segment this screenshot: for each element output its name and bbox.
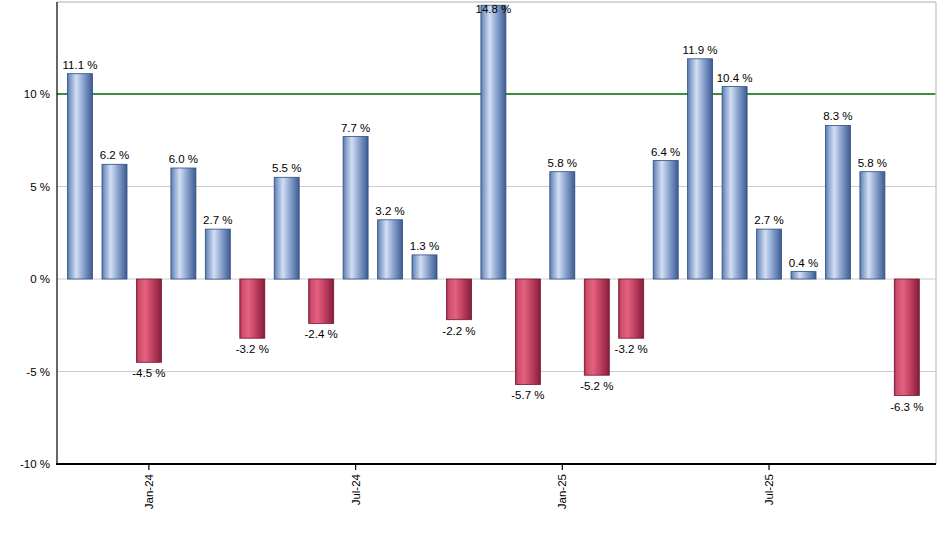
- bar-value-label: -2.4 %: [305, 328, 338, 340]
- bar-value-label: -5.7 %: [511, 389, 544, 401]
- bar-positive: [274, 177, 299, 279]
- bar-value-label: -3.2 %: [615, 343, 648, 355]
- bar-value-label: 6.0 %: [169, 153, 198, 165]
- x-tick-label: Jan-25: [556, 474, 568, 509]
- bar-positive: [757, 229, 782, 279]
- bar-value-label: 0.4 %: [789, 257, 818, 269]
- bar-positive: [722, 87, 747, 279]
- x-tick-label: Jul-25: [763, 474, 775, 505]
- bar-value-label: -2.2 %: [442, 325, 475, 337]
- bar-positive: [791, 272, 816, 279]
- x-tick-label: Jul-24: [350, 473, 362, 505]
- bar-value-label: 5.5 %: [272, 162, 301, 174]
- bar-negative: [894, 279, 919, 396]
- bar-value-label: 6.2 %: [100, 149, 129, 161]
- y-tick-label: 5 %: [30, 181, 50, 193]
- bar-value-label: 11.1 %: [63, 59, 98, 71]
- monthly-returns-chart: 11.1 % 6.2 % -4.5 % 6.0 % 2.7 % -3.2 % 5.5 % -2…: [0, 0, 940, 550]
- x-tick-label: Jan-24: [143, 473, 155, 509]
- bar-positive: [412, 255, 437, 279]
- bar-negative: [309, 279, 334, 323]
- bar-positive: [102, 164, 127, 279]
- y-tick-label: 0 %: [30, 273, 50, 285]
- bar-negative: [619, 279, 644, 338]
- bar-positive: [860, 172, 885, 279]
- bar-value-label: -4.5 %: [132, 367, 165, 379]
- bar-positive: [688, 59, 713, 279]
- bars-layer: [68, 5, 920, 395]
- bar-positive: [68, 74, 93, 279]
- bar-value-label: -3.2 %: [236, 343, 269, 355]
- y-tick-label: -10 %: [20, 458, 50, 470]
- bar-positive: [205, 229, 230, 279]
- bar-positive: [550, 172, 575, 279]
- bar-value-label: 11.9 %: [683, 44, 718, 56]
- bar-value-label: 1.3 %: [410, 240, 439, 252]
- bar-negative: [447, 279, 472, 320]
- bar-positive: [825, 125, 850, 279]
- bar-value-label: -5.2 %: [580, 380, 613, 392]
- y-tick-label: 10 %: [24, 88, 50, 100]
- bar-negative: [515, 279, 540, 385]
- y-axis-tick-labels: 10 % 5 % 0 % -5 % -10 %: [20, 88, 50, 470]
- bar-value-label: 7.7 %: [341, 122, 370, 134]
- bar-value-label: 3.2 %: [375, 205, 404, 217]
- y-tick-label: -5 %: [26, 366, 50, 378]
- bar-value-label: -6.3 %: [890, 401, 923, 413]
- bar-negative: [240, 279, 265, 338]
- bar-value-label: 2.7 %: [754, 214, 783, 226]
- bar-positive: [653, 161, 678, 279]
- bar-negative: [584, 279, 609, 375]
- bar-positive: [343, 137, 368, 280]
- bar-value-label: 10.4 %: [717, 72, 753, 84]
- bar-value-label: 2.7 %: [203, 214, 232, 226]
- bar-value-label: 5.8 %: [858, 157, 887, 169]
- bar-positive: [378, 220, 403, 279]
- bar-value-label: 5.8 %: [548, 157, 577, 169]
- bar-positive: [481, 5, 506, 279]
- bar-value-label: 8.3 %: [823, 110, 852, 122]
- x-axis-tick-labels: Jan-24 Jul-24 Jan-25 Jul-25: [143, 464, 775, 509]
- monthly-returns-bar-chart-svg: 11.1 % 6.2 % -4.5 % 6.0 % 2.7 % -3.2 % 5.5 % -2…: [0, 0, 940, 550]
- bar-value-label: 14.8 %: [475, 3, 511, 15]
- bar-negative: [136, 279, 161, 362]
- bar-value-label: 6.4 %: [651, 146, 680, 158]
- bar-positive: [171, 168, 196, 279]
